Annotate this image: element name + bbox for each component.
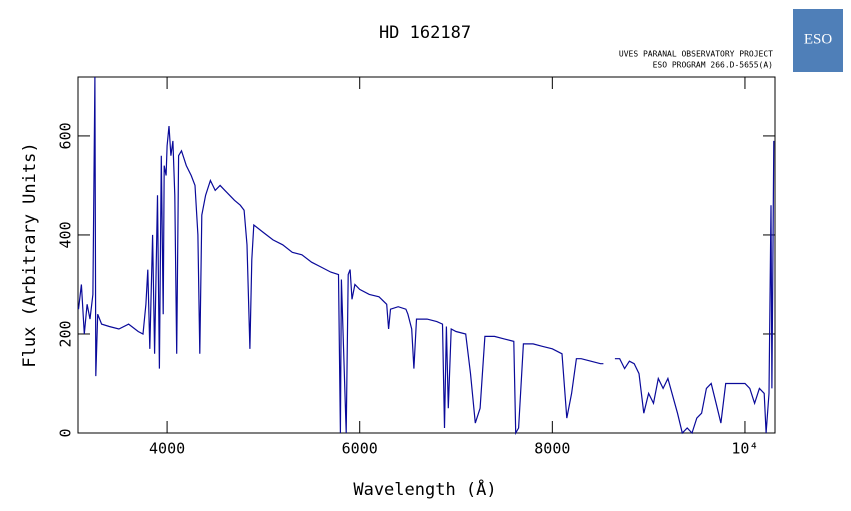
annotation: ESO PROGRAM 266.D-5655(A) xyxy=(653,61,773,70)
plot-frame xyxy=(77,76,776,434)
y-tick-label: 400 xyxy=(57,221,75,248)
x-tick-label: 10⁴ xyxy=(731,440,758,458)
logo-text: ESO xyxy=(804,31,833,47)
chart-title: HD 162187 xyxy=(379,23,471,43)
x-tick-label: 8000 xyxy=(534,440,570,458)
x-axis-label: Wavelength (Å) xyxy=(353,478,496,500)
y-axis-label: Flux (Arbitrary Units) xyxy=(20,142,40,367)
x-tick-label: 6000 xyxy=(342,440,378,458)
x-tick-label: 4000 xyxy=(149,440,185,458)
annotation: UVES PARANAL OBSERVATORY PROJECT xyxy=(619,50,773,59)
y-tick-label: 0 xyxy=(57,428,75,437)
y-tick-label: 200 xyxy=(57,320,75,347)
logo-box xyxy=(793,9,843,72)
y-tick-label: 600 xyxy=(57,122,75,149)
spectrum-line xyxy=(77,76,775,436)
